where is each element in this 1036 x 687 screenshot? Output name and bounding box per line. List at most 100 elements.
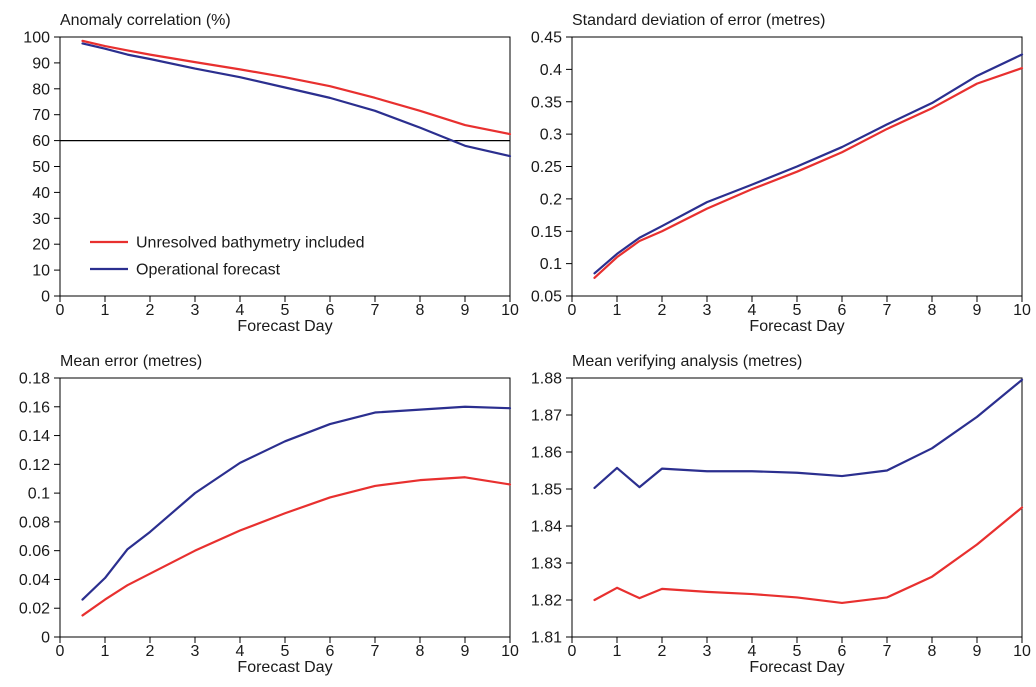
- y-tick-label: 1.87: [531, 408, 562, 425]
- x-tick-label: 9: [973, 302, 982, 319]
- x-tick-label: 1: [613, 302, 622, 319]
- x-tick-label: 1: [613, 643, 622, 660]
- plot-frame: [59, 377, 511, 638]
- chart-standard-deviation-of-error: Standard deviation of error (metres) 0.05…: [531, 12, 1031, 335]
- y-tick-label: 20: [32, 237, 50, 254]
- x-tick-label: 6: [838, 643, 847, 660]
- y-tick-label: 0: [41, 289, 50, 306]
- x-tick-label: 3: [703, 643, 712, 660]
- x-tick-label: 8: [928, 643, 937, 660]
- x-tick-label: 10: [1013, 302, 1031, 319]
- x-tick-label: 7: [371, 302, 380, 319]
- x-tick-label: 6: [326, 302, 335, 319]
- y-tick-label: 1.83: [531, 556, 562, 573]
- x-tick-label: 1: [101, 302, 110, 319]
- y-tick-label: 0.4: [540, 62, 562, 79]
- x-tick-label: 0: [56, 643, 65, 660]
- y-tick-label: 1.88: [531, 371, 562, 388]
- y-tick-label: 0.35: [531, 94, 562, 111]
- x-tick-label: 4: [236, 643, 245, 660]
- y-tick-label: 0.18: [19, 371, 50, 388]
- y-tick-label: 0.16: [19, 399, 50, 416]
- legend-label: Operational forecast: [136, 262, 281, 279]
- x-tick-label: 7: [883, 643, 892, 660]
- y-tick-label: 0.2: [540, 191, 562, 208]
- y-tick-label: 90: [32, 55, 50, 72]
- chart-title: Mean error (metres): [60, 353, 202, 370]
- x-tick-label: 9: [461, 302, 470, 319]
- x-tick-label: 8: [416, 643, 425, 660]
- y-tick-label: 1.82: [531, 593, 562, 610]
- y-tick-label: 0.45: [531, 30, 562, 47]
- x-axis-label: Forecast Day: [237, 659, 332, 676]
- x-tick-label: 1: [101, 643, 110, 660]
- x-tick-label: 0: [568, 643, 577, 660]
- x-tick-label: 2: [658, 302, 667, 319]
- series-line-red: [593, 66, 1024, 279]
- x-tick-label: 9: [461, 643, 470, 660]
- x-tick-label: 2: [146, 643, 155, 660]
- x-tick-label: 7: [883, 302, 892, 319]
- x-tick-label: 5: [281, 302, 290, 319]
- y-tick-label: 0.02: [19, 601, 50, 618]
- legend-label: Unresolved bathymetry included: [136, 235, 365, 252]
- x-tick-label: 10: [501, 302, 519, 319]
- x-tick-label: 4: [748, 302, 757, 319]
- x-tick-label: 5: [793, 643, 802, 660]
- x-axis-label: Forecast Day: [237, 318, 332, 335]
- series-line-red: [81, 39, 512, 136]
- y-tick-label: 50: [32, 159, 50, 176]
- y-tick-label: 0.3: [540, 127, 562, 144]
- x-tick-label: 6: [838, 302, 847, 319]
- x-tick-label: 0: [568, 302, 577, 319]
- y-tick-label: 0.08: [19, 514, 50, 531]
- chart-mean-error: Mean error (metres) 0 0.02 0.04 0.06 0.08 0.1 0…: [19, 353, 519, 676]
- y-tick-label: 0.04: [19, 572, 50, 589]
- chart-title: Mean verifying analysis (metres): [572, 353, 802, 370]
- x-tick-label: 10: [1013, 643, 1031, 660]
- y-tick-label: 1.81: [531, 630, 562, 647]
- y-tick-label: 0.1: [540, 256, 562, 273]
- chart-mean-verifying-analysis: Mean verifying analysis (metres) 1.81 1.82…: [531, 353, 1031, 676]
- x-tick-label: 4: [236, 302, 245, 319]
- y-tick-label: 0.14: [19, 428, 50, 445]
- chart-title: Standard deviation of error (metres): [572, 12, 825, 29]
- x-tick-label: 3: [191, 302, 200, 319]
- series-line-blue: [593, 53, 1024, 275]
- y-tick-label: 60: [32, 133, 50, 150]
- y-tick-label: 1.84: [531, 519, 562, 536]
- series-line-red: [81, 476, 512, 617]
- x-tick-label: 7: [371, 643, 380, 660]
- x-tick-label: 5: [793, 302, 802, 319]
- series-line-blue: [81, 405, 512, 601]
- chart-anomaly-correlation: Anomaly correlation (%)01020304050607080…: [23, 12, 519, 335]
- y-tick-label: 30: [32, 211, 50, 228]
- plot-frame: [59, 36, 511, 297]
- x-tick-label: 2: [146, 302, 155, 319]
- y-tick-label: 100: [23, 30, 50, 47]
- x-tick-label: 5: [281, 643, 290, 660]
- y-tick-label: 0: [41, 630, 50, 647]
- x-tick-label: 10: [501, 643, 519, 660]
- x-axis-label: Forecast Day: [749, 659, 844, 676]
- y-tick-label: 80: [32, 81, 50, 98]
- y-tick-label: 70: [32, 107, 50, 124]
- x-tick-label: 3: [191, 643, 200, 660]
- x-tick-label: 6: [326, 643, 335, 660]
- y-tick-label: 10: [32, 263, 50, 280]
- series-line-red: [593, 506, 1024, 605]
- y-tick-label: 0.1: [28, 486, 50, 503]
- series-line-blue: [593, 378, 1024, 489]
- x-tick-label: 0: [56, 302, 65, 319]
- y-tick-label: 0.05: [531, 289, 562, 306]
- y-tick-label: 0.06: [19, 543, 50, 560]
- x-tick-label: 4: [748, 643, 757, 660]
- x-tick-label: 2: [658, 643, 667, 660]
- y-tick-label: 40: [32, 185, 50, 202]
- x-tick-label: 3: [703, 302, 712, 319]
- y-tick-label: 0.15: [531, 224, 562, 241]
- y-tick-label: 0.12: [19, 457, 50, 474]
- series-line-blue: [81, 42, 512, 158]
- x-axis-label: Forecast Day: [749, 318, 844, 335]
